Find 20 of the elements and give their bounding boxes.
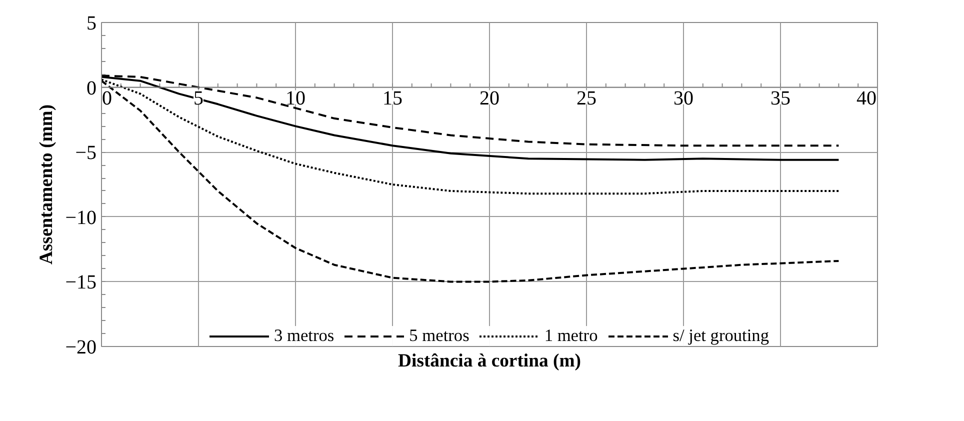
y-tick-label: −10	[65, 206, 96, 229]
x-tick-label: 10	[286, 87, 306, 110]
x-tick-label: 20	[480, 87, 500, 110]
y-axis-title: Assentamento (mm)	[36, 104, 58, 265]
y-tick-label: −15	[65, 272, 96, 294]
y-tick-label: −5	[75, 142, 96, 164]
y-tick-label: 5	[86, 12, 96, 34]
y-tick-label: −20	[65, 336, 96, 358]
x-tick-label: 35	[770, 87, 790, 110]
x-tick-label: 15	[382, 87, 402, 110]
legend-label: s/ jet grouting	[672, 326, 770, 346]
x-tick-label: 40	[856, 87, 876, 110]
legend-label: 1 metro	[544, 326, 598, 346]
x-tick-label: 30	[674, 87, 694, 110]
x-tick-label: 25	[576, 87, 596, 110]
legend-label: 3 metros	[274, 326, 334, 346]
x-axis-title: Distância à cortina (m)	[398, 350, 581, 372]
x-tick-label: 0	[102, 87, 112, 110]
x-tick-label: 5	[194, 87, 204, 110]
legend-label: 5 metros	[409, 326, 470, 346]
